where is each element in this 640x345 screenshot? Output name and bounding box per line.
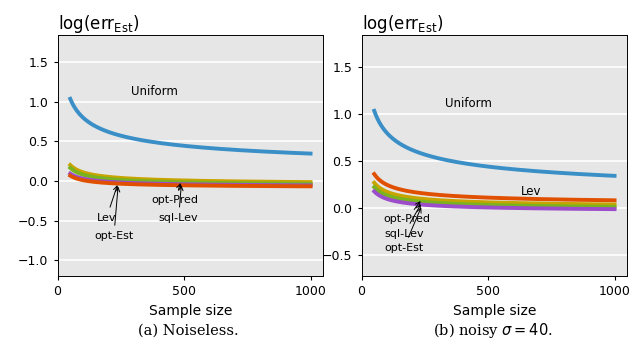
Text: Lev: Lev bbox=[521, 185, 541, 198]
Text: Lev: Lev bbox=[97, 186, 118, 223]
Text: sqI-Lev: sqI-Lev bbox=[385, 205, 424, 238]
X-axis label: Sample size: Sample size bbox=[148, 304, 232, 318]
Text: Uniform: Uniform bbox=[445, 97, 492, 110]
Text: $\log(\mathrm{err}_{\mathrm{Est}})$: $\log(\mathrm{err}_{\mathrm{Est}})$ bbox=[362, 12, 443, 34]
Text: opt-Est: opt-Est bbox=[385, 208, 424, 253]
Text: opt-Pred: opt-Pred bbox=[383, 202, 430, 225]
Text: sqI-Lev: sqI-Lev bbox=[159, 186, 198, 223]
Text: Uniform: Uniform bbox=[131, 86, 178, 98]
Text: (b) noisy $\sigma = 40$.: (b) noisy $\sigma = 40$. bbox=[433, 321, 553, 339]
X-axis label: Sample size: Sample size bbox=[452, 304, 536, 318]
Text: $\log(\mathrm{err}_{\mathrm{Est}})$: $\log(\mathrm{err}_{\mathrm{Est}})$ bbox=[58, 12, 139, 34]
Text: opt-Est: opt-Est bbox=[94, 187, 134, 241]
Text: opt-Pred: opt-Pred bbox=[151, 184, 198, 205]
Text: (a) Noiseless.: (a) Noiseless. bbox=[138, 324, 239, 338]
